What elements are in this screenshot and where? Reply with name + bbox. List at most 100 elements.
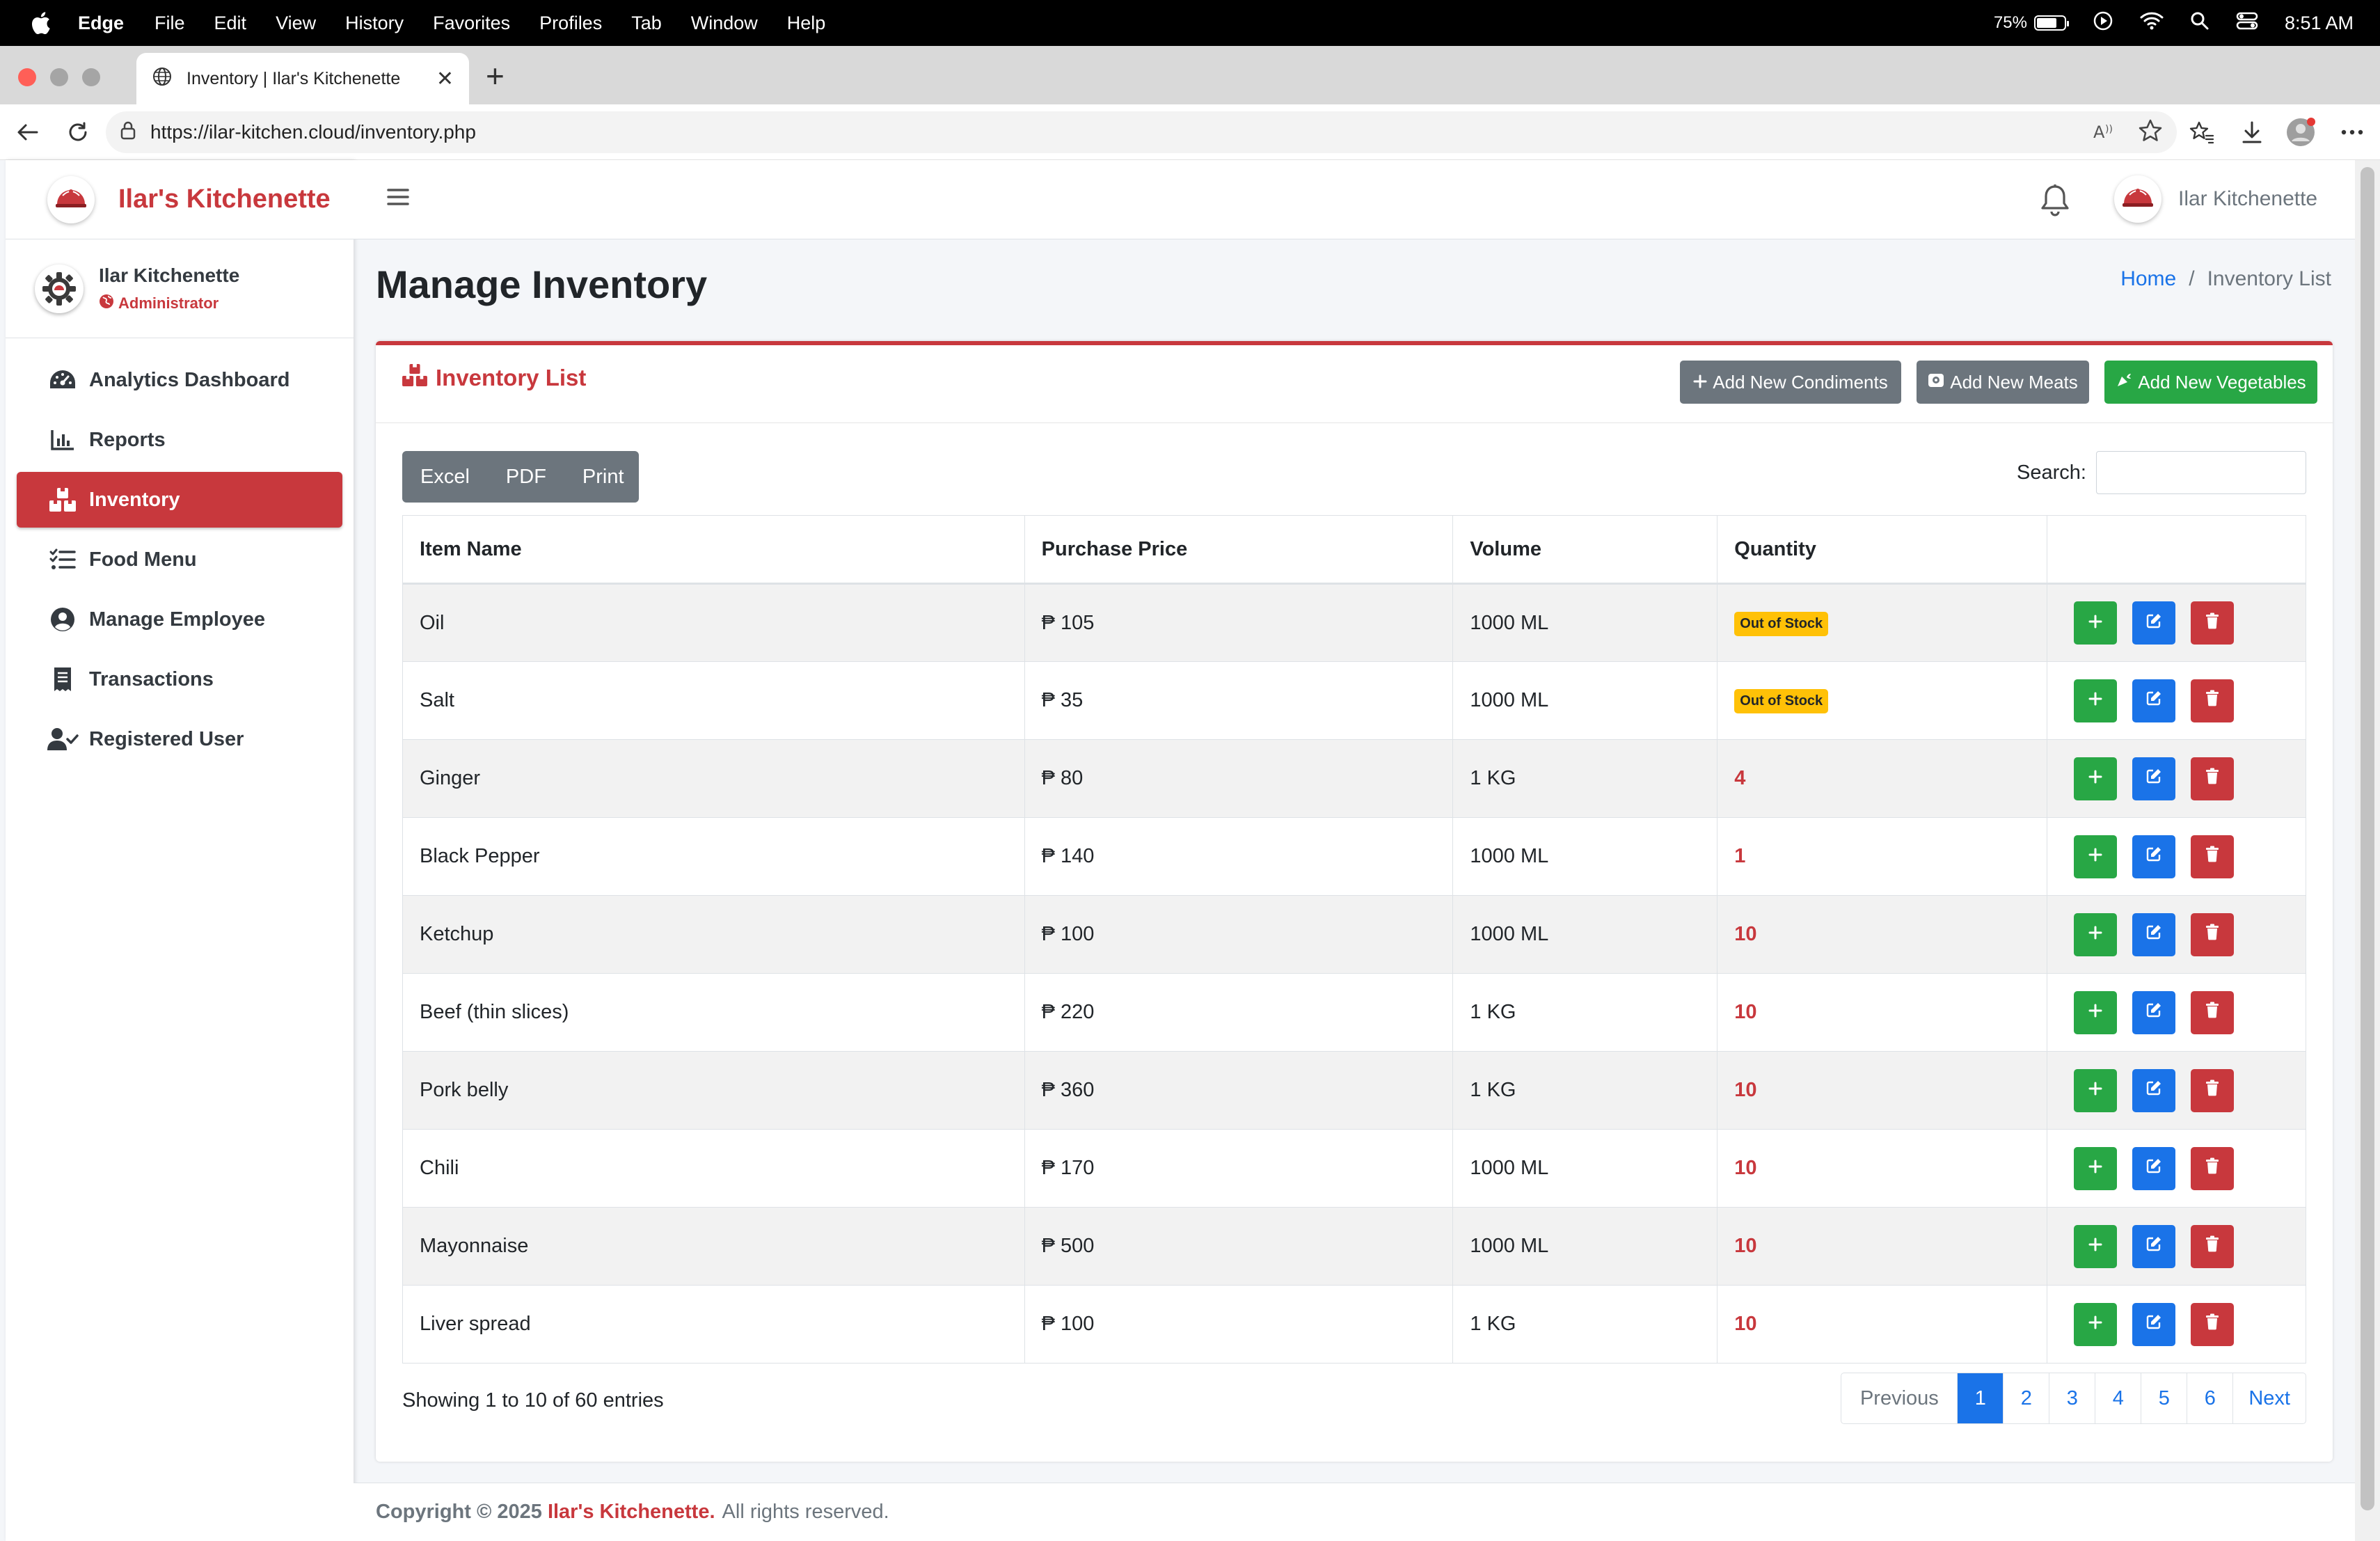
add-stock-button[interactable] [2074,1068,2118,1112]
column-header-volume[interactable]: Volume [1452,515,1718,585]
menu-window[interactable]: Window [690,12,758,33]
search-input[interactable] [2096,451,2306,494]
pagination-page-2[interactable]: 2 [2003,1373,2049,1423]
back-arrow-icon[interactable] [11,116,45,149]
url-text[interactable]: https://ilar-kitchen.cloud/inventory.php [150,121,476,143]
add-new-condiments-button[interactable]: Add New Condiments [1680,361,1901,404]
add-stock-button[interactable] [2074,679,2118,722]
edit-item-button[interactable] [2132,1224,2176,1268]
edit-item-button[interactable] [2132,1068,2176,1112]
address-bar[interactable]: https://ilar-kitchen.cloud/inventory.php… [106,111,2177,153]
delete-item-button[interactable] [2191,835,2235,878]
tab-close-icon[interactable]: ✕ [436,67,454,90]
menu-favorites[interactable]: Favorites [433,12,511,33]
menu-file[interactable]: File [154,12,185,33]
window-minimize-button[interactable] [50,68,68,86]
sidebar-brand[interactable]: Ilar's Kitchenette [6,160,354,239]
export-print-button[interactable]: Print [582,465,624,488]
downloads-icon[interactable] [2234,114,2270,150]
reload-icon[interactable] [61,116,95,149]
column-header-quantity[interactable]: Quantity [1717,515,2048,585]
add-stock-button[interactable] [2074,1302,2118,1346]
new-tab-button[interactable]: + [486,58,505,94]
sidebar-item-manage-employee[interactable]: Manage Employee [17,592,342,647]
page-scrollbar[interactable] [2355,160,2380,1541]
delete-item-button[interactable] [2191,601,2235,645]
delete-item-button[interactable] [2191,1146,2235,1190]
sidebar-item-inventory[interactable]: Inventory [17,472,342,528]
add-stock-button[interactable] [2074,990,2118,1034]
edit-item-button[interactable] [2132,757,2176,800]
menu-history[interactable]: History [345,12,404,33]
add-stock-button[interactable] [2074,1224,2118,1268]
spotlight-search-icon[interactable] [2190,11,2210,35]
add-stock-button[interactable] [2074,1146,2118,1190]
export-pdf-button[interactable]: PDF [505,465,546,488]
delete-item-button[interactable] [2191,1068,2235,1112]
pagination-page-5[interactable]: 5 [2141,1373,2187,1423]
lock-icon[interactable] [120,120,136,145]
user-panel[interactable]: Ilar Kitchenette Administrator [6,239,354,338]
menu-app-name[interactable]: Edge [78,12,125,33]
scrollbar-thumb[interactable] [2361,167,2374,1510]
sidebar-item-transactions[interactable]: Transactions [17,651,342,707]
menu-profiles[interactable]: Profiles [539,12,603,33]
sidebar-item-food-menu[interactable]: Food Menu [17,532,342,587]
trash-icon [2205,923,2219,946]
edit-item-button[interactable] [2132,1146,2176,1190]
menu-tab[interactable]: Tab [631,12,662,33]
window-maximize-button[interactable] [82,68,100,86]
sidebar-item-registered-user[interactable]: Registered User [17,711,342,767]
delete-item-button[interactable] [2191,757,2235,800]
menu-view[interactable]: View [276,12,317,33]
breadcrumb-home-link[interactable]: Home [2120,267,2177,290]
pagination-next-button[interactable]: Next [2232,1373,2306,1423]
add-stock-button[interactable] [2074,757,2118,800]
hamburger-menu-icon[interactable] [387,188,409,210]
delete-item-button[interactable] [2191,912,2235,956]
export-excel-button[interactable]: Excel [420,465,470,488]
favorite-star-icon[interactable] [2138,118,2163,148]
wifi-icon[interactable] [2140,11,2164,35]
play-icon[interactable] [2093,10,2113,36]
add-stock-button[interactable] [2074,912,2118,956]
menu-help[interactable]: Help [786,12,826,33]
edit-item-button[interactable] [2132,679,2176,722]
edit-item-button[interactable] [2132,601,2176,645]
add-new-meats-button[interactable]: Add New Meats [1917,361,2089,404]
pagination-page-3[interactable]: 3 [2049,1373,2095,1423]
apple-icon[interactable] [26,9,54,37]
column-header-item-name[interactable]: Item Name [402,515,1025,585]
edit-item-button[interactable] [2132,835,2176,878]
edit-item-button[interactable] [2132,990,2176,1034]
pagination-page-6[interactable]: 6 [2187,1373,2232,1423]
footer-brand-link[interactable]: Ilar's Kitchenette. [547,1501,715,1523]
battery-status[interactable]: 75% [1994,13,2069,33]
favorites-list-icon[interactable] [2184,114,2220,150]
column-header-purchase-price[interactable]: Purchase Price [1024,515,1454,585]
sidebar-item-reports[interactable]: Reports [17,412,342,468]
pagination-page-1[interactable]: 1 [1957,1373,2004,1423]
add-stock-button[interactable] [2074,835,2118,878]
delete-item-button[interactable] [2191,1302,2235,1346]
window-close-button[interactable] [18,68,36,86]
delete-item-button[interactable] [2191,679,2235,722]
profile-avatar-icon[interactable] [2283,114,2319,150]
more-options-icon[interactable] [2334,114,2370,150]
browser-tab[interactable]: Inventory | Ilar's Kitchenette ✕ [136,53,469,104]
add-stock-button[interactable] [2074,601,2118,645]
sidebar-item-analytics-dashboard[interactable]: Analytics Dashboard [17,352,342,408]
delete-item-button[interactable] [2191,990,2235,1034]
delete-item-button[interactable] [2191,1224,2235,1268]
edit-item-button[interactable] [2132,1302,2176,1346]
clock[interactable]: 8:51 AM [2284,12,2354,33]
pagination-previous-button[interactable]: Previous [1859,1386,1939,1409]
pagination-page-4[interactable]: 4 [2095,1373,2141,1423]
edit-item-button[interactable] [2132,912,2176,956]
control-center-icon[interactable] [2236,11,2258,35]
add-new-vegetables-button[interactable]: Add New Vegetables [2104,361,2317,404]
read-aloud-icon[interactable]: A)) [2092,118,2117,148]
top-user-menu[interactable]: Ilar Kitchenette [2114,175,2317,223]
notification-bell-icon[interactable] [2039,184,2071,221]
menu-edit[interactable]: Edit [214,12,247,33]
